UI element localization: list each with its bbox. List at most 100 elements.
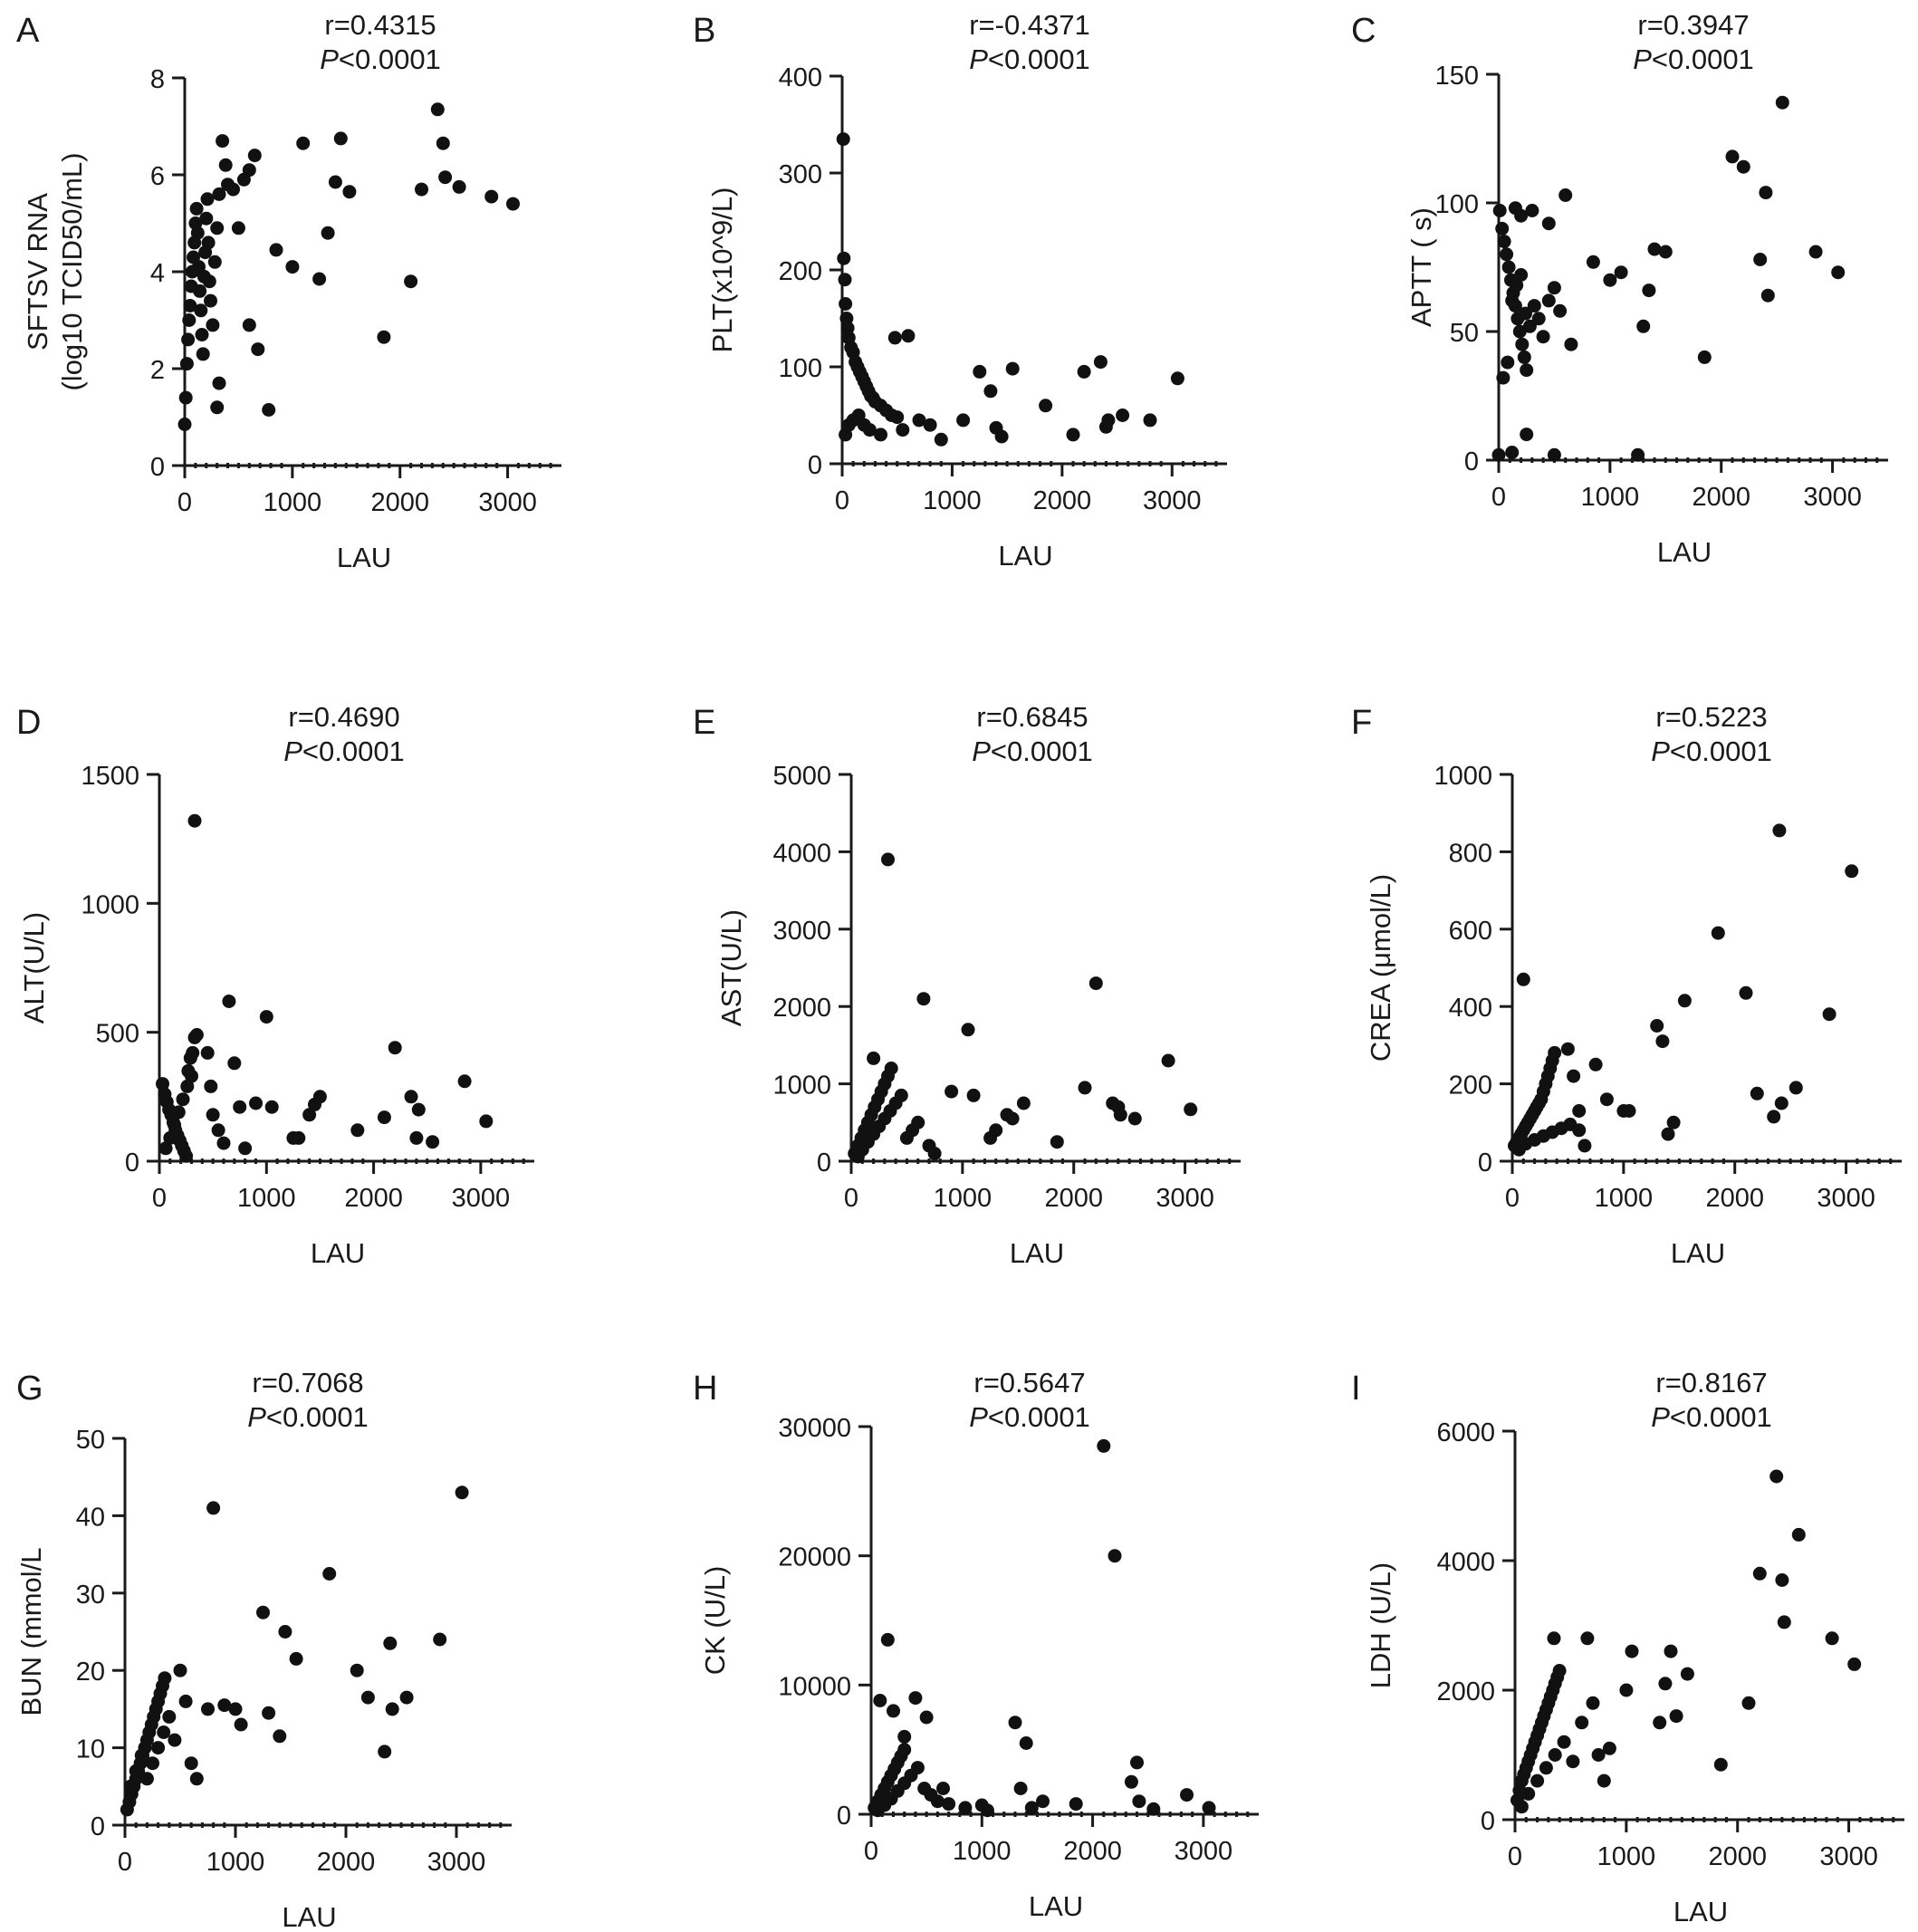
x-tick-label: 2000 xyxy=(1044,1184,1103,1213)
data-point xyxy=(1116,409,1130,422)
data-point xyxy=(139,1772,154,1786)
data-point xyxy=(328,175,342,189)
data-point xyxy=(1767,1110,1781,1124)
data-point xyxy=(484,189,499,204)
data-point xyxy=(238,1141,253,1156)
data-point xyxy=(980,1803,994,1818)
data-point xyxy=(249,1096,263,1110)
data-point xyxy=(181,332,196,347)
data-point xyxy=(206,1108,220,1122)
x-tick-label: 2000 xyxy=(370,488,429,517)
data-point xyxy=(206,1501,221,1515)
x-tick-label: 0 xyxy=(177,488,192,517)
data-point xyxy=(1530,1773,1545,1788)
data-point xyxy=(285,260,300,274)
data-point xyxy=(1558,188,1573,202)
y-tick-label: 4000 xyxy=(772,839,831,868)
x-tick-label: 1000 xyxy=(934,1184,993,1213)
y-tick-label: 4 xyxy=(150,259,165,288)
data-point xyxy=(894,1088,908,1102)
x-tick-label: 0 xyxy=(864,1837,878,1866)
data-point xyxy=(973,364,987,379)
data-point xyxy=(1161,1053,1175,1068)
y-tick-label: 600 xyxy=(1449,917,1492,946)
y-tick-label: 4000 xyxy=(1436,1548,1495,1577)
data-point xyxy=(1647,242,1662,256)
data-point xyxy=(916,992,931,1006)
data-point xyxy=(1050,1135,1064,1149)
data-point xyxy=(1769,1469,1784,1484)
data-point xyxy=(881,852,895,867)
p-value: P<0.0001 xyxy=(969,1401,1090,1433)
x-tick-label: 1000 xyxy=(206,1848,265,1877)
data-point xyxy=(273,1729,287,1744)
data-point xyxy=(302,1108,317,1122)
y-tick-label: 0 xyxy=(91,1812,105,1841)
data-point xyxy=(177,418,192,431)
y-tick-label: 200 xyxy=(1449,1072,1492,1101)
x-axis-label: LAU xyxy=(1010,1237,1064,1269)
data-point xyxy=(1496,370,1510,385)
x-tick-label: 3000 xyxy=(1803,483,1862,512)
panel-letter: H xyxy=(693,1370,717,1408)
data-point xyxy=(1008,1716,1022,1730)
data-point xyxy=(1760,288,1775,303)
data-point xyxy=(452,179,466,194)
data-point xyxy=(1066,428,1080,442)
data-point xyxy=(1642,284,1656,298)
correlation-r: r=0.3947 xyxy=(1637,9,1749,41)
data-point xyxy=(438,170,453,185)
data-point xyxy=(200,192,215,207)
data-point xyxy=(1124,1774,1138,1789)
y-tick-label: 3000 xyxy=(772,917,831,946)
y-tick-label: 500 xyxy=(96,1020,139,1049)
y-tick-label: 6 xyxy=(150,162,165,191)
data-point xyxy=(211,1123,225,1138)
data-point xyxy=(226,182,240,197)
data-point xyxy=(1525,204,1539,217)
data-point xyxy=(1666,1115,1681,1129)
data-point xyxy=(1130,1755,1144,1770)
data-point xyxy=(1750,1086,1764,1101)
data-point xyxy=(1548,1748,1562,1762)
data-point xyxy=(1808,245,1823,259)
data-point xyxy=(1005,1111,1020,1126)
x-tick-label: 0 xyxy=(835,486,849,515)
data-point xyxy=(1739,985,1753,1000)
x-tick-label: 0 xyxy=(152,1184,167,1213)
y-tick-label: 30000 xyxy=(778,1414,851,1443)
data-point xyxy=(1097,1438,1111,1453)
data-point xyxy=(1789,1081,1803,1095)
data-point xyxy=(919,1710,934,1725)
data-point xyxy=(242,163,256,178)
data-point xyxy=(1492,204,1507,217)
y-tick-label: 400 xyxy=(1449,994,1492,1023)
data-point xyxy=(178,1694,193,1708)
data-point xyxy=(956,413,971,428)
data-point xyxy=(1588,1057,1603,1072)
data-point xyxy=(1013,1782,1028,1795)
y-tick-label: 0 xyxy=(1478,1149,1492,1177)
x-tick-label: 1000 xyxy=(1595,1184,1654,1213)
data-point xyxy=(1759,186,1773,200)
data-point xyxy=(908,1691,923,1706)
data-point xyxy=(206,318,220,332)
data-point xyxy=(1614,265,1628,280)
y-tick-label: 0 xyxy=(837,1802,851,1831)
p-value: P<0.0001 xyxy=(320,43,441,75)
data-point xyxy=(1547,447,1561,462)
x-tick-label: 3000 xyxy=(1156,1184,1214,1213)
data-point xyxy=(1505,446,1520,459)
data-point xyxy=(242,318,256,332)
data-point xyxy=(1501,260,1516,274)
data-point xyxy=(1180,1788,1194,1802)
data-point xyxy=(129,1764,143,1778)
data-point xyxy=(216,1136,231,1150)
p-value: P<0.0001 xyxy=(1633,43,1754,75)
data-point xyxy=(958,1801,973,1815)
